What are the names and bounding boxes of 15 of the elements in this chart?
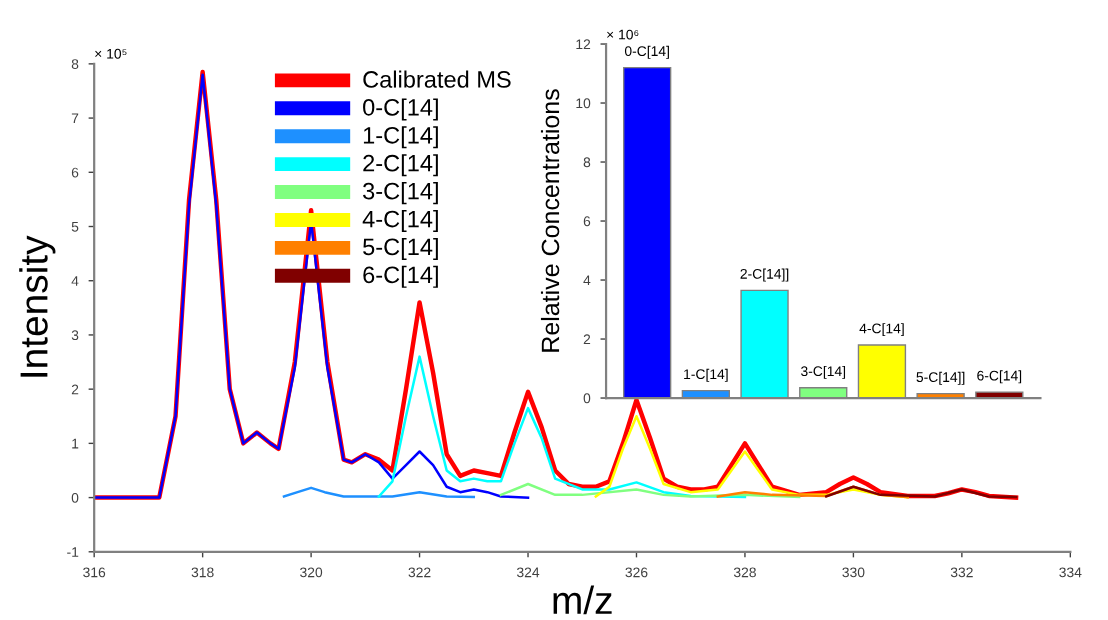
legend-label: 4-C[14] (362, 210, 438, 233)
line-series (94, 69, 1019, 500)
legend-label: 3-C[14] (363, 182, 438, 205)
line-series (377, 355, 747, 499)
y-axis-title: Intensity (19, 235, 56, 377)
legend-label: Calibrated MS (363, 70, 511, 88)
legend-label: 6-C[14] (363, 265, 438, 288)
legend-label: 2-C[14] (363, 154, 438, 177)
legend-label: 0-C[14] (363, 98, 438, 121)
line-series (499, 482, 801, 499)
y-axis-title: Relative Concentrations (540, 89, 560, 352)
x-axis-title: m/z (553, 585, 612, 615)
legend-label: 1-C[14] (363, 126, 438, 149)
legend-label: 5-C[14] (363, 237, 438, 260)
line-series (94, 73, 530, 499)
